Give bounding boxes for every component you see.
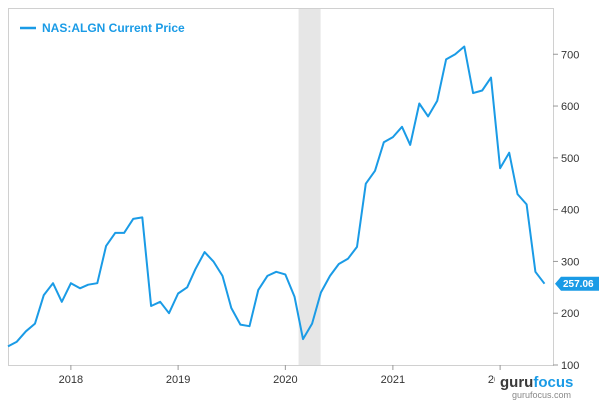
y-tick-label: 400	[561, 205, 579, 217]
legend-label: NAS:ALGN Current Price	[42, 21, 185, 35]
x-tick-label: 2018	[59, 374, 83, 386]
watermark-bg	[495, 370, 595, 400]
current-price-tag: 257.06	[555, 276, 599, 291]
y-tick-label: 200	[561, 308, 579, 320]
price-series-line	[7, 45, 546, 348]
y-tick-label: 100	[561, 360, 579, 372]
watermark-url: gurufocus.com	[512, 390, 571, 400]
x-tick-label: 2021	[381, 374, 405, 386]
legend: NAS:ALGN Current Price	[20, 21, 185, 35]
watermark-brand-prefix: guru	[500, 374, 533, 391]
y-tick-label: 700	[561, 49, 579, 61]
current-price-label: 257.06	[563, 279, 594, 290]
watermark-brand-suffix: focus	[533, 374, 573, 391]
shaded-region	[298, 8, 321, 365]
x-tick-label: 2020	[273, 374, 297, 386]
x-tick-label: 2019	[166, 374, 190, 386]
y-tick-label: 600	[561, 101, 579, 113]
y-tick-label: 300	[561, 256, 579, 268]
y-axis: 100 200 300 400 500 600 700	[553, 49, 579, 372]
current-price-tag-shape	[555, 276, 599, 291]
y-tick-label: 500	[561, 153, 579, 165]
watermark: gurufocus gurufocus.com	[495, 370, 595, 400]
watermark-brand: gurufocus	[500, 374, 573, 391]
